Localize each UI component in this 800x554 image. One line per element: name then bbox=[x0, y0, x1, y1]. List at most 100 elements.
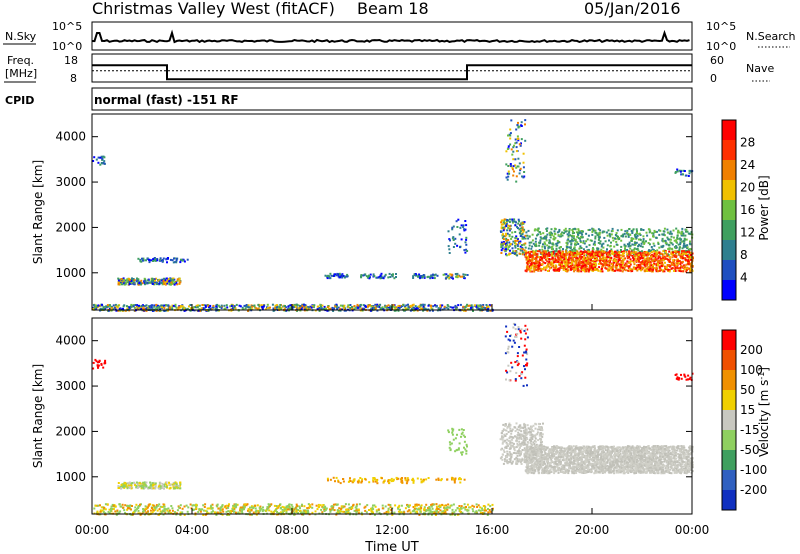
data-point bbox=[524, 252, 527, 255]
data-point bbox=[514, 231, 517, 233]
data-point bbox=[557, 256, 559, 259]
data-point bbox=[181, 511, 184, 514]
data-point bbox=[257, 509, 260, 512]
data-point bbox=[609, 258, 612, 261]
data-point bbox=[532, 253, 535, 255]
data-point bbox=[597, 247, 600, 250]
data-point bbox=[431, 277, 434, 279]
data-point bbox=[579, 255, 582, 258]
data-point bbox=[293, 304, 296, 307]
data-point bbox=[654, 254, 657, 257]
data-point bbox=[428, 506, 431, 508]
data-point bbox=[173, 485, 176, 488]
data-point bbox=[502, 223, 505, 226]
data-point bbox=[141, 483, 144, 486]
data-point bbox=[513, 170, 515, 173]
data-point bbox=[539, 259, 542, 261]
data-point bbox=[411, 306, 414, 309]
data-point bbox=[489, 505, 492, 508]
data-point bbox=[471, 508, 474, 511]
data-point bbox=[675, 239, 677, 242]
data-point bbox=[555, 265, 558, 268]
data-point bbox=[147, 487, 150, 490]
data-point bbox=[511, 231, 514, 234]
data-point bbox=[633, 250, 636, 253]
data-point bbox=[172, 481, 175, 484]
data-point bbox=[610, 250, 613, 253]
data-point bbox=[623, 243, 626, 246]
data-point bbox=[679, 237, 681, 240]
data-point bbox=[591, 227, 594, 230]
data-point bbox=[344, 503, 347, 506]
data-point bbox=[119, 309, 122, 312]
data-point bbox=[643, 242, 646, 245]
data-point bbox=[387, 276, 390, 279]
data-point bbox=[577, 231, 580, 234]
data-point bbox=[629, 260, 632, 263]
data-point bbox=[545, 239, 548, 242]
colorbar-segment bbox=[722, 180, 736, 201]
data-point bbox=[667, 243, 670, 246]
data-point bbox=[519, 235, 522, 237]
data-point bbox=[544, 253, 547, 256]
data-point bbox=[368, 274, 370, 277]
data-point bbox=[457, 275, 460, 278]
data-point bbox=[235, 511, 237, 514]
data-point bbox=[343, 309, 346, 312]
data-point bbox=[225, 304, 228, 307]
data-point bbox=[225, 510, 228, 513]
data-point bbox=[289, 304, 292, 307]
data-point bbox=[138, 482, 141, 485]
data-point bbox=[182, 306, 185, 309]
data-point bbox=[530, 262, 533, 265]
data-point bbox=[508, 172, 511, 175]
data-point bbox=[553, 227, 556, 230]
data-point bbox=[602, 255, 605, 258]
data-point bbox=[119, 510, 122, 513]
data-point bbox=[620, 257, 623, 259]
data-point bbox=[679, 241, 682, 244]
data-point bbox=[523, 171, 526, 173]
data-point bbox=[574, 243, 576, 246]
data-point bbox=[628, 228, 631, 230]
data-point bbox=[329, 510, 332, 513]
data-point bbox=[359, 304, 362, 306]
data-point bbox=[464, 241, 467, 244]
data-point bbox=[164, 280, 166, 283]
data-point bbox=[312, 306, 315, 309]
data-point bbox=[112, 304, 115, 307]
data-point bbox=[168, 307, 171, 310]
data-point bbox=[339, 307, 342, 310]
data-point bbox=[443, 507, 446, 510]
data-point bbox=[175, 259, 178, 262]
data-point bbox=[681, 227, 684, 230]
data-point bbox=[356, 510, 359, 513]
data-point bbox=[506, 172, 509, 175]
data-point bbox=[218, 305, 221, 308]
data-point bbox=[431, 308, 434, 311]
data-point bbox=[423, 506, 426, 509]
data-point bbox=[445, 273, 448, 276]
data-point bbox=[587, 234, 590, 237]
data-point bbox=[169, 484, 171, 486]
data-point bbox=[632, 266, 635, 269]
data-point bbox=[137, 505, 140, 507]
data-point bbox=[179, 261, 182, 264]
data-point bbox=[530, 264, 533, 267]
data-point bbox=[574, 264, 577, 267]
data-point bbox=[484, 307, 487, 310]
data-point bbox=[433, 503, 436, 506]
data-point bbox=[182, 307, 185, 310]
data-point bbox=[521, 251, 524, 254]
data-point bbox=[575, 257, 578, 260]
data-point bbox=[291, 505, 294, 508]
data-point bbox=[628, 243, 631, 246]
data-point bbox=[508, 241, 511, 244]
data-point bbox=[543, 255, 545, 258]
data-point bbox=[150, 259, 153, 262]
data-point bbox=[414, 305, 417, 308]
data-point bbox=[501, 244, 504, 247]
data-point bbox=[575, 252, 578, 255]
data-point bbox=[514, 244, 517, 247]
data-point bbox=[137, 281, 140, 284]
